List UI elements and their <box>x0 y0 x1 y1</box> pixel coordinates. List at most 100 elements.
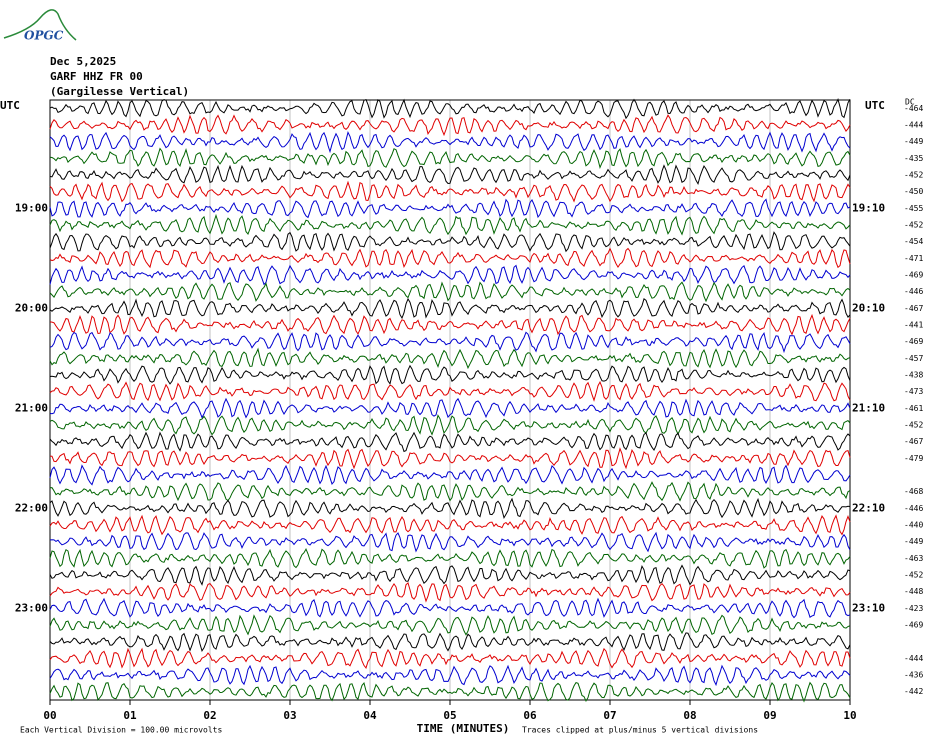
left-time-label: 19:00 <box>15 201 48 214</box>
dc-offset: -435 <box>904 154 923 163</box>
x-tick-label: 08 <box>683 709 696 722</box>
dc-title: DC <box>905 98 915 107</box>
trace <box>49 397 851 419</box>
trace <box>49 264 851 286</box>
dc-offset: -452 <box>904 221 923 230</box>
x-tick-label: 00 <box>43 709 56 722</box>
dc-offset: -452 <box>904 421 923 430</box>
dc-offset: -436 <box>904 671 923 680</box>
dc-offset: -441 <box>904 321 923 330</box>
trace <box>49 514 851 536</box>
dc-offset: -479 <box>904 454 923 463</box>
trace <box>49 632 851 652</box>
left-time-label: 23:00 <box>15 601 48 614</box>
x-tick-label: 02 <box>203 709 216 722</box>
trace <box>49 464 851 486</box>
trace <box>49 581 851 603</box>
header-station: GARF HHZ FR 00 <box>50 70 143 83</box>
logo: OPGC <box>24 29 64 43</box>
x-tick-label: 06 <box>523 709 537 722</box>
trace <box>49 414 851 436</box>
trace <box>49 198 851 219</box>
x-tick-label: 07 <box>603 709 616 722</box>
right-time-label: 19:10 <box>852 201 885 214</box>
right-time-label: 20:10 <box>852 301 885 314</box>
trace <box>49 614 851 636</box>
dc-offset: -457 <box>904 354 923 363</box>
right-time-label: 21:10 <box>852 401 885 414</box>
trace <box>49 531 851 553</box>
trace <box>49 431 851 453</box>
x-tick-label: 03 <box>283 709 296 722</box>
x-tick-label: 09 <box>763 709 776 722</box>
right-time-label: 22:10 <box>852 501 885 514</box>
right-unit: UTC <box>865 99 885 112</box>
left-unit: UTC <box>0 99 20 112</box>
header-date: Dec 5,2025 <box>50 55 116 68</box>
trace <box>49 347 851 370</box>
dc-offset: -467 <box>904 437 923 446</box>
dc-offset: -449 <box>904 137 923 146</box>
trace <box>49 247 851 269</box>
trace <box>49 281 851 303</box>
trace <box>49 147 851 169</box>
dc-offset: -452 <box>904 571 923 580</box>
header-name: (Gargilesse Vertical) <box>50 85 189 98</box>
dc-offset: -442 <box>904 687 923 696</box>
left-time-label: 22:00 <box>15 501 48 514</box>
dc-offset: -468 <box>904 487 923 496</box>
trace <box>49 497 851 520</box>
trace <box>49 297 851 320</box>
x-tick-label: 01 <box>123 709 137 722</box>
logo-curve <box>3 9 77 41</box>
trace <box>49 331 851 354</box>
trace <box>49 481 851 502</box>
dc-offset: -440 <box>904 521 923 530</box>
trace <box>49 231 851 253</box>
dc-offset: -448 <box>904 587 923 596</box>
trace <box>49 213 851 236</box>
trace <box>49 164 851 185</box>
clip-note: Traces clipped at plus/minus 5 vertical … <box>522 726 758 735</box>
dc-offset: -449 <box>904 537 923 546</box>
trace <box>49 564 851 586</box>
trace <box>49 130 851 154</box>
trace <box>49 647 851 669</box>
trace <box>49 547 851 569</box>
dc-offset: -461 <box>904 404 923 413</box>
dc-offset: -464 <box>904 104 923 113</box>
scale-note: Each Vertical Division = 100.00 microvol… <box>20 726 222 735</box>
dc-offset: -423 <box>904 604 923 613</box>
dc-offset: -450 <box>904 187 923 196</box>
dc-offset: -444 <box>904 121 923 130</box>
dc-offset: -473 <box>904 387 923 396</box>
x-tick-label: 10 <box>843 709 856 722</box>
dc-offset: -469 <box>904 337 923 346</box>
right-time-label: 23:10 <box>852 601 885 614</box>
dc-offset: -471 <box>904 254 923 263</box>
trace <box>49 664 851 687</box>
trace <box>49 180 851 203</box>
dc-offset: -454 <box>904 237 923 246</box>
x-tick-label: 05 <box>443 709 456 722</box>
dc-offset: -469 <box>904 271 923 280</box>
dc-offset: -463 <box>904 554 923 563</box>
dc-offset: -469 <box>904 621 923 630</box>
dc-offset: -452 <box>904 171 923 180</box>
dc-offset: -467 <box>904 304 923 313</box>
dc-offset: -438 <box>904 371 923 380</box>
dc-offset: -455 <box>904 204 923 213</box>
dc-offset: -444 <box>904 654 923 663</box>
x-axis-title: TIME (MINUTES) <box>417 722 510 735</box>
trace <box>49 597 851 619</box>
trace <box>49 380 851 402</box>
x-tick-label: 04 <box>363 709 377 722</box>
dc-offset: -446 <box>904 504 923 513</box>
trace <box>49 364 851 386</box>
dc-offset: -446 <box>904 287 923 296</box>
trace <box>49 114 851 137</box>
trace <box>49 313 851 336</box>
left-time-label: 21:00 <box>15 401 48 414</box>
trace <box>49 681 851 703</box>
